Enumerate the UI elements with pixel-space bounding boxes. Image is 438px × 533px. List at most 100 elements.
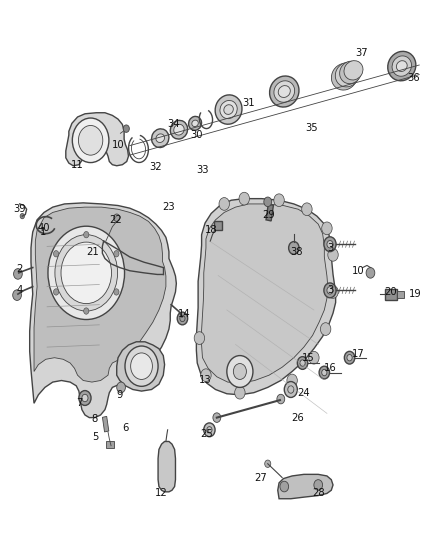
Polygon shape — [278, 474, 333, 499]
Text: 38: 38 — [290, 247, 303, 257]
Ellipse shape — [339, 61, 361, 84]
Circle shape — [13, 290, 21, 301]
Polygon shape — [196, 199, 336, 395]
Circle shape — [72, 118, 109, 163]
Bar — [102, 416, 109, 432]
Ellipse shape — [388, 51, 416, 81]
Circle shape — [219, 198, 230, 211]
Circle shape — [53, 251, 59, 257]
Circle shape — [114, 251, 119, 257]
Text: 9: 9 — [117, 390, 123, 400]
Bar — [266, 204, 273, 221]
Bar — [397, 291, 404, 298]
Text: 15: 15 — [302, 353, 314, 362]
Circle shape — [264, 197, 272, 207]
Circle shape — [61, 242, 112, 304]
Circle shape — [235, 386, 245, 399]
Circle shape — [284, 382, 297, 398]
Polygon shape — [117, 342, 165, 391]
Text: 4: 4 — [17, 285, 23, 295]
Text: 36: 36 — [408, 73, 420, 83]
Circle shape — [314, 480, 322, 490]
Text: 20: 20 — [385, 287, 397, 297]
Circle shape — [327, 240, 333, 248]
Circle shape — [84, 308, 89, 314]
Circle shape — [84, 231, 89, 238]
Circle shape — [82, 394, 88, 402]
Circle shape — [347, 354, 352, 361]
Circle shape — [289, 241, 299, 254]
Text: 6: 6 — [122, 423, 129, 433]
Text: 35: 35 — [305, 123, 318, 133]
Circle shape — [322, 369, 327, 376]
Circle shape — [280, 481, 289, 492]
Circle shape — [213, 413, 221, 422]
Bar — [106, 441, 114, 448]
Ellipse shape — [344, 61, 363, 80]
Circle shape — [233, 364, 247, 379]
Text: 22: 22 — [109, 215, 122, 225]
Ellipse shape — [336, 62, 360, 87]
Circle shape — [309, 351, 319, 364]
Circle shape — [277, 394, 285, 404]
Circle shape — [125, 346, 158, 386]
Ellipse shape — [189, 116, 201, 130]
Text: 2: 2 — [17, 264, 23, 274]
Circle shape — [48, 226, 124, 319]
Circle shape — [131, 353, 152, 379]
Text: 26: 26 — [291, 413, 304, 423]
Ellipse shape — [224, 104, 233, 115]
Text: 40: 40 — [38, 223, 50, 233]
Text: 7: 7 — [77, 398, 83, 408]
Text: 8: 8 — [92, 414, 98, 424]
Ellipse shape — [269, 76, 299, 107]
Polygon shape — [30, 203, 177, 418]
Text: 10: 10 — [352, 266, 364, 276]
Circle shape — [227, 356, 253, 387]
Text: 25: 25 — [201, 429, 213, 439]
Ellipse shape — [170, 120, 187, 139]
Text: 23: 23 — [162, 202, 175, 212]
Text: 18: 18 — [205, 225, 218, 236]
Text: 11: 11 — [71, 160, 84, 169]
Text: 37: 37 — [356, 49, 368, 58]
Circle shape — [78, 125, 103, 155]
Text: 17: 17 — [352, 349, 365, 359]
Text: 21: 21 — [86, 247, 99, 257]
Circle shape — [53, 289, 59, 295]
Polygon shape — [34, 207, 166, 382]
Text: 14: 14 — [178, 309, 191, 319]
Ellipse shape — [396, 61, 407, 71]
Ellipse shape — [220, 100, 237, 119]
Text: 27: 27 — [254, 473, 267, 482]
Bar — [385, 289, 397, 301]
Ellipse shape — [278, 86, 290, 98]
Circle shape — [20, 214, 25, 219]
Ellipse shape — [215, 95, 242, 124]
Circle shape — [14, 269, 22, 279]
Circle shape — [324, 237, 336, 252]
Circle shape — [344, 351, 355, 364]
Circle shape — [79, 391, 91, 406]
Circle shape — [366, 268, 375, 278]
Text: 10: 10 — [112, 140, 124, 150]
Polygon shape — [158, 441, 176, 492]
Circle shape — [274, 194, 284, 207]
Circle shape — [319, 366, 329, 379]
Circle shape — [321, 322, 331, 335]
Ellipse shape — [192, 120, 198, 126]
Circle shape — [328, 286, 338, 298]
Text: 1: 1 — [39, 227, 46, 237]
Polygon shape — [201, 204, 328, 383]
Circle shape — [322, 222, 332, 235]
Text: 33: 33 — [196, 165, 209, 175]
Ellipse shape — [274, 81, 295, 102]
Bar — [214, 221, 223, 230]
Text: 28: 28 — [312, 488, 325, 498]
Text: 29: 29 — [263, 209, 276, 220]
Circle shape — [204, 423, 215, 437]
Text: 12: 12 — [155, 488, 168, 498]
Text: 34: 34 — [167, 119, 180, 130]
Circle shape — [117, 382, 125, 393]
Circle shape — [265, 460, 271, 467]
